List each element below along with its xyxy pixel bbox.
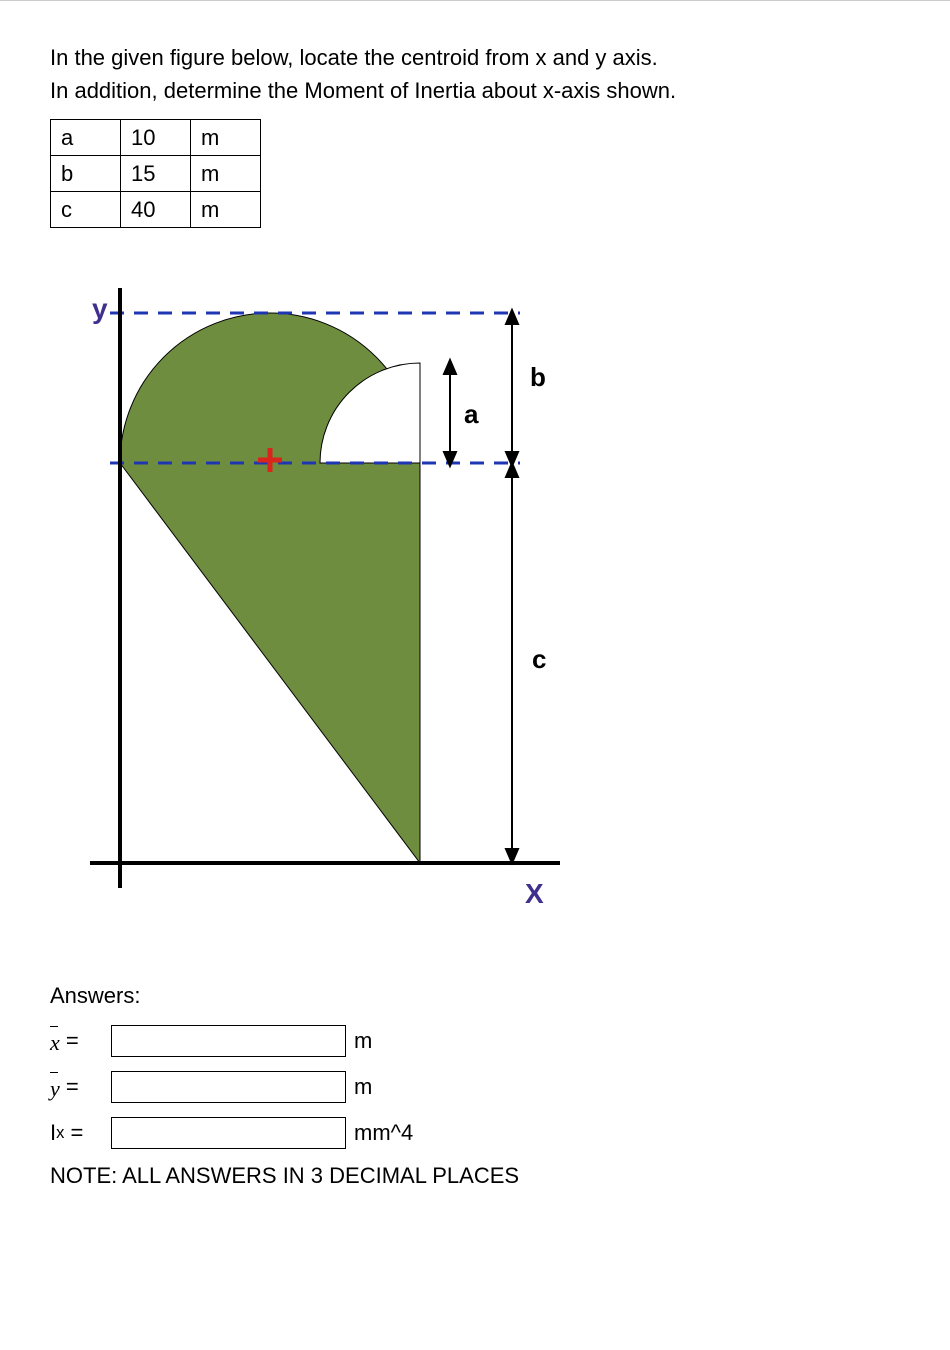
cell-unit: m: [191, 156, 261, 192]
answer-label-ix: Ix =: [50, 1120, 105, 1146]
cell-unit: m: [191, 192, 261, 228]
prompt-line-2: In addition, determine the Moment of Ine…: [50, 74, 900, 107]
answers-heading: Answers:: [50, 983, 900, 1009]
answer-label-ybar: y =: [50, 1072, 105, 1102]
page-container: In the given figure below, locate the ce…: [0, 0, 950, 1229]
dim-b: [506, 310, 518, 466]
unit-ix: mm^4: [354, 1120, 413, 1146]
prompt-line-1: In the given figure below, locate the ce…: [50, 41, 900, 74]
x-axis-label: X: [525, 878, 544, 909]
cell-value: 15: [121, 156, 191, 192]
figure-svg: y X a b c: [50, 268, 570, 928]
dim-c: [506, 463, 518, 863]
dim-b-label: b: [530, 362, 546, 392]
answer-row-ybar: y = m: [50, 1071, 900, 1103]
cell-var: a: [51, 120, 121, 156]
table-row: b 15 m: [51, 156, 261, 192]
table-row: a 10 m: [51, 120, 261, 156]
cell-var: b: [51, 156, 121, 192]
dim-a: [444, 360, 456, 466]
answer-label-xbar: x =: [50, 1026, 105, 1056]
note: NOTE: ALL ANSWERS IN 3 DECIMAL PLACES: [50, 1163, 900, 1189]
cell-value: 10: [121, 120, 191, 156]
table-row: c 40 m: [51, 192, 261, 228]
xbar-input[interactable]: [111, 1025, 346, 1057]
ybar-input[interactable]: [111, 1071, 346, 1103]
cell-unit: m: [191, 120, 261, 156]
dim-a-label: a: [464, 399, 479, 429]
y-axis-label: y: [92, 293, 108, 324]
figure: y X a b c: [50, 268, 900, 933]
given-values-table: a 10 m b 15 m c 40 m: [50, 119, 261, 228]
ix-input[interactable]: [111, 1117, 346, 1149]
unit-xbar: m: [354, 1028, 372, 1054]
unit-ybar: m: [354, 1074, 372, 1100]
answer-row-xbar: x = m: [50, 1025, 900, 1057]
cell-var: c: [51, 192, 121, 228]
dim-c-label: c: [532, 644, 546, 674]
question-prompt: In the given figure below, locate the ce…: [50, 41, 900, 107]
answer-row-ix: Ix = mm^4: [50, 1117, 900, 1149]
cell-value: 40: [121, 192, 191, 228]
